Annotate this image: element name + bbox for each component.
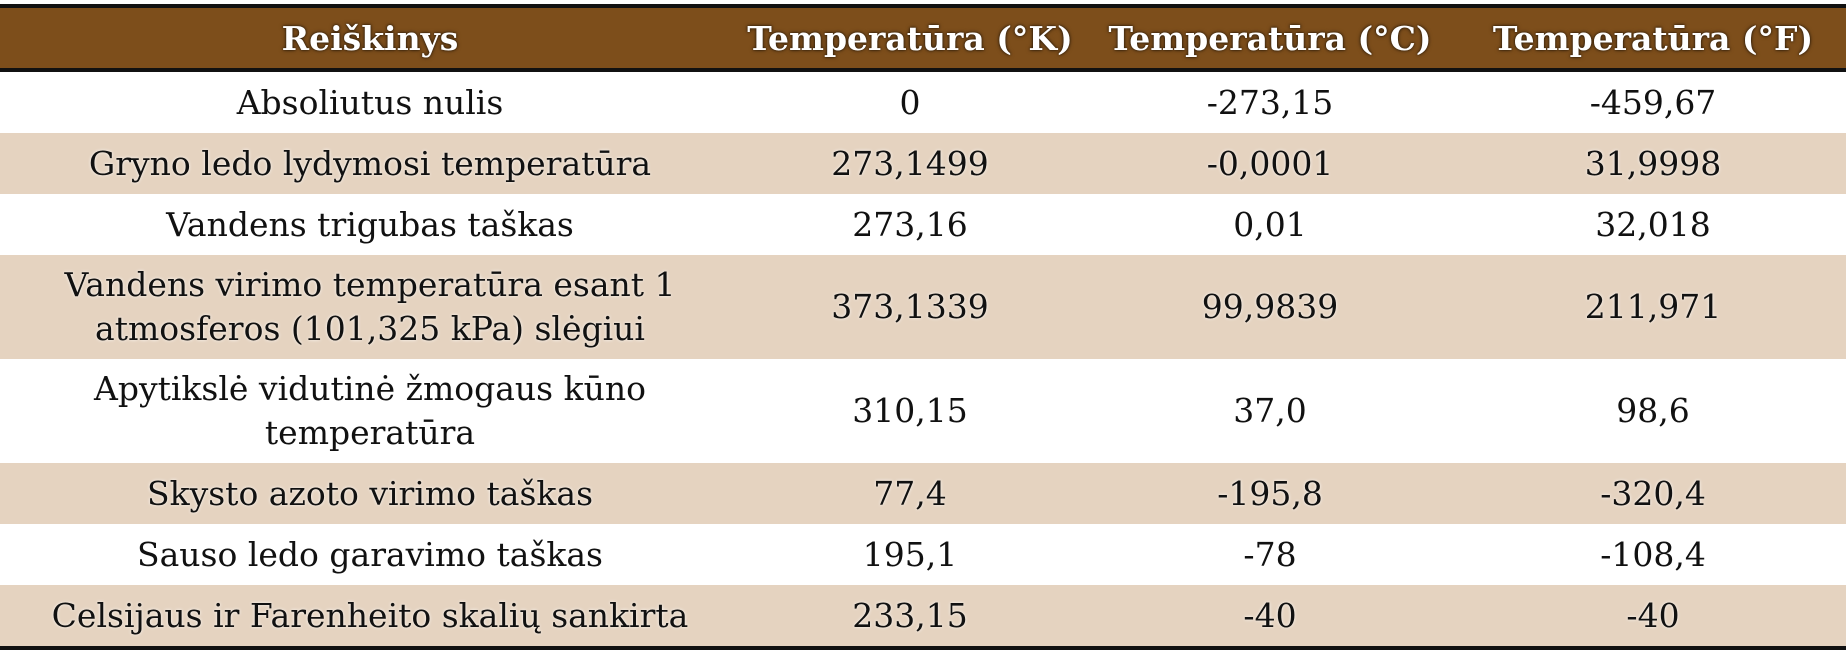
table-row: Vandens trigubas taškas 273,16 0,01 32,0… xyxy=(0,194,1846,255)
cell-fahrenheit: 32,018 xyxy=(1460,194,1846,255)
cell-celsius: -0,0001 xyxy=(1080,133,1460,194)
cell-fahrenheit: -40 xyxy=(1460,585,1846,648)
temperature-table-container: Reiškinys Temperatūra (°K) Temperatūra (… xyxy=(0,4,1846,650)
header-fahrenheit: Temperatūra (°F) xyxy=(1460,6,1846,72)
table-row: Apytikslė vidutinė žmogaus kūno temperat… xyxy=(0,359,1846,463)
table-row: Celsijaus ir Farenheito skalių sankirta … xyxy=(0,585,1846,648)
cell-phenomenon: Apytikslė vidutinė žmogaus kūno temperat… xyxy=(0,359,740,463)
cell-phenomenon: Vandens virimo temperatūra esant 1 atmos… xyxy=(0,255,740,359)
cell-fahrenheit: -459,67 xyxy=(1460,70,1846,133)
cell-kelvin: 273,16 xyxy=(740,194,1080,255)
table-row: Vandens virimo temperatūra esant 1 atmos… xyxy=(0,255,1846,359)
cell-fahrenheit: 211,971 xyxy=(1460,255,1846,359)
cell-celsius: 99,9839 xyxy=(1080,255,1460,359)
cell-kelvin: 77,4 xyxy=(740,463,1080,524)
cell-phenomenon: Gryno ledo lydymosi temperatūra xyxy=(0,133,740,194)
header-celsius: Temperatūra (°C) xyxy=(1080,6,1460,72)
cell-kelvin: 310,15 xyxy=(740,359,1080,463)
cell-celsius: -40 xyxy=(1080,585,1460,648)
table-body: Absoliutus nulis 0 -273,15 -459,67 Gryno… xyxy=(0,70,1846,648)
cell-kelvin: 195,1 xyxy=(740,524,1080,585)
table-row: Gryno ledo lydymosi temperatūra 273,1499… xyxy=(0,133,1846,194)
table-row: Absoliutus nulis 0 -273,15 -459,67 xyxy=(0,70,1846,133)
header-kelvin: Temperatūra (°K) xyxy=(740,6,1080,72)
cell-celsius: 37,0 xyxy=(1080,359,1460,463)
cell-phenomenon: Vandens trigubas taškas xyxy=(0,194,740,255)
cell-phenomenon: Celsijaus ir Farenheito skalių sankirta xyxy=(0,585,740,648)
cell-phenomenon: Absoliutus nulis xyxy=(0,70,740,133)
cell-celsius: 0,01 xyxy=(1080,194,1460,255)
cell-celsius: -273,15 xyxy=(1080,70,1460,133)
cell-kelvin: 0 xyxy=(740,70,1080,133)
header-phenomenon: Reiškinys xyxy=(0,6,740,72)
cell-celsius: -195,8 xyxy=(1080,463,1460,524)
cell-fahrenheit: 31,9998 xyxy=(1460,133,1846,194)
temperature-table: Reiškinys Temperatūra (°K) Temperatūra (… xyxy=(0,4,1846,650)
table-header: Reiškinys Temperatūra (°K) Temperatūra (… xyxy=(0,6,1846,72)
cell-fahrenheit: -108,4 xyxy=(1460,524,1846,585)
cell-celsius: -78 xyxy=(1080,524,1460,585)
table-row: Skysto azoto virimo taškas 77,4 -195,8 -… xyxy=(0,463,1846,524)
cell-fahrenheit: -320,4 xyxy=(1460,463,1846,524)
cell-kelvin: 233,15 xyxy=(740,585,1080,648)
table-row: Sauso ledo garavimo taškas 195,1 -78 -10… xyxy=(0,524,1846,585)
cell-phenomenon: Skysto azoto virimo taškas xyxy=(0,463,740,524)
header-row: Reiškinys Temperatūra (°K) Temperatūra (… xyxy=(0,6,1846,72)
cell-fahrenheit: 98,6 xyxy=(1460,359,1846,463)
cell-kelvin: 273,1499 xyxy=(740,133,1080,194)
cell-phenomenon: Sauso ledo garavimo taškas xyxy=(0,524,740,585)
cell-kelvin: 373,1339 xyxy=(740,255,1080,359)
